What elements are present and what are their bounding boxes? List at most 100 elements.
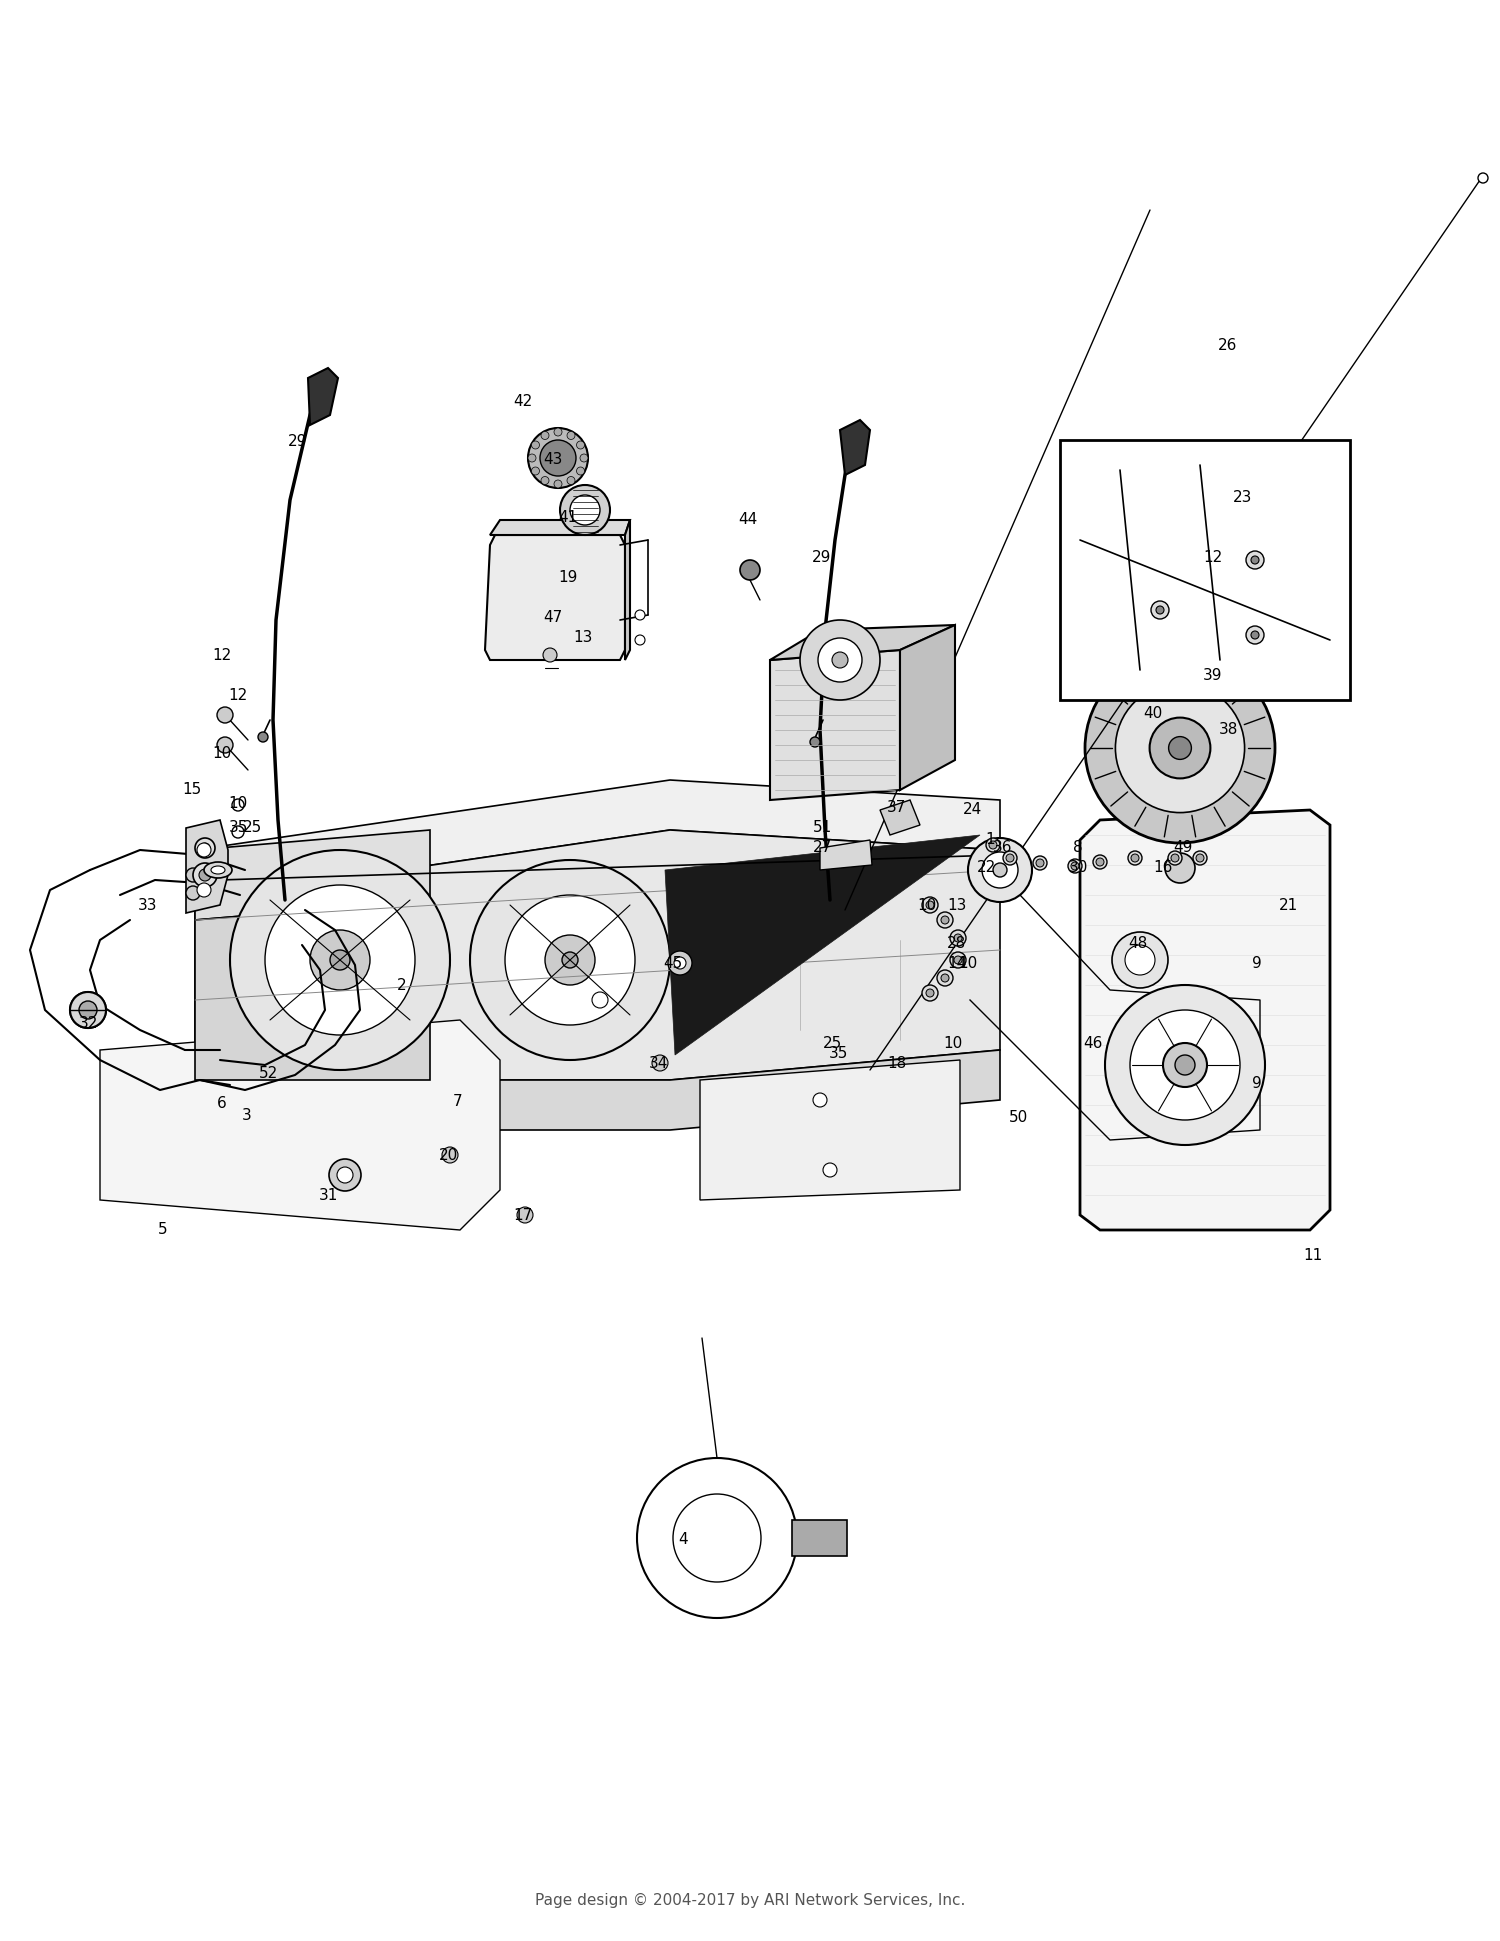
Circle shape	[1150, 602, 1168, 619]
Polygon shape	[840, 419, 870, 476]
Circle shape	[544, 936, 596, 984]
Polygon shape	[195, 780, 1000, 901]
Circle shape	[217, 707, 232, 722]
Circle shape	[567, 477, 574, 485]
Circle shape	[542, 431, 549, 439]
Text: 52: 52	[258, 1066, 278, 1081]
Text: 20: 20	[438, 1147, 458, 1163]
Circle shape	[554, 429, 562, 437]
Text: 43: 43	[543, 452, 562, 468]
Circle shape	[1007, 854, 1014, 862]
Circle shape	[1246, 551, 1264, 569]
Circle shape	[950, 930, 966, 945]
Text: 17: 17	[513, 1207, 532, 1223]
Circle shape	[1156, 606, 1164, 613]
Text: 23: 23	[1233, 491, 1252, 505]
Text: 12: 12	[213, 648, 231, 662]
Circle shape	[543, 648, 556, 662]
Circle shape	[442, 1147, 458, 1163]
Circle shape	[986, 839, 1000, 852]
Circle shape	[634, 609, 645, 619]
Circle shape	[338, 1167, 352, 1182]
Polygon shape	[770, 650, 900, 800]
Text: 50: 50	[1008, 1110, 1028, 1126]
Circle shape	[232, 827, 244, 839]
Circle shape	[1192, 850, 1208, 866]
Circle shape	[80, 1002, 98, 1019]
Circle shape	[328, 1159, 362, 1192]
Circle shape	[1149, 718, 1210, 778]
Text: 29: 29	[288, 435, 308, 450]
Polygon shape	[186, 819, 228, 912]
Polygon shape	[792, 1520, 847, 1557]
Text: 24: 24	[963, 802, 981, 817]
Circle shape	[196, 883, 211, 897]
Text: 31: 31	[318, 1188, 338, 1203]
Text: 12: 12	[1203, 551, 1222, 565]
Text: 33: 33	[138, 897, 158, 912]
Circle shape	[813, 1093, 826, 1106]
Text: 10: 10	[944, 1035, 963, 1050]
Text: 16: 16	[1154, 860, 1173, 875]
Polygon shape	[484, 536, 626, 660]
Text: 21: 21	[1278, 897, 1298, 912]
Text: 2: 2	[398, 978, 406, 992]
Circle shape	[824, 1163, 837, 1176]
Circle shape	[833, 652, 848, 668]
Text: 13: 13	[573, 629, 592, 644]
Text: 26: 26	[1218, 338, 1237, 353]
Text: 13: 13	[948, 897, 966, 912]
Circle shape	[674, 957, 686, 969]
Ellipse shape	[211, 866, 225, 873]
Circle shape	[993, 864, 1006, 877]
Text: 46: 46	[1083, 1035, 1102, 1050]
Circle shape	[1068, 860, 1082, 873]
Polygon shape	[700, 1060, 960, 1200]
Circle shape	[1478, 173, 1488, 182]
Bar	[1060, 441, 1350, 701]
Circle shape	[940, 916, 950, 924]
Polygon shape	[770, 625, 956, 660]
Polygon shape	[900, 625, 956, 790]
Text: 41: 41	[558, 510, 578, 526]
Circle shape	[1036, 860, 1044, 868]
Text: 42: 42	[513, 394, 532, 410]
Text: 5: 5	[158, 1223, 168, 1238]
Text: 25: 25	[243, 821, 261, 835]
Circle shape	[1112, 932, 1168, 988]
Text: 47: 47	[543, 609, 562, 625]
Text: 19: 19	[558, 571, 578, 586]
Circle shape	[810, 738, 820, 747]
Polygon shape	[195, 901, 430, 1079]
Circle shape	[70, 992, 106, 1029]
Circle shape	[570, 495, 600, 524]
Circle shape	[470, 860, 670, 1060]
Circle shape	[1174, 1056, 1196, 1075]
Circle shape	[266, 885, 416, 1035]
Circle shape	[70, 992, 106, 1029]
Circle shape	[592, 992, 608, 1007]
Circle shape	[1251, 555, 1258, 565]
Text: 34: 34	[648, 1056, 668, 1071]
Circle shape	[968, 839, 1032, 903]
Text: 30: 30	[1068, 860, 1088, 875]
Circle shape	[540, 441, 576, 476]
Circle shape	[542, 477, 549, 485]
Circle shape	[1071, 862, 1078, 870]
Circle shape	[330, 949, 350, 970]
Circle shape	[194, 864, 217, 887]
Polygon shape	[195, 831, 1000, 1079]
Text: 49: 49	[1173, 840, 1192, 856]
Circle shape	[186, 868, 200, 881]
Circle shape	[310, 930, 370, 990]
Circle shape	[938, 912, 952, 928]
Text: 39: 39	[1203, 668, 1222, 683]
Text: 29: 29	[813, 551, 831, 565]
Circle shape	[1162, 1042, 1208, 1087]
Text: 32: 32	[78, 1015, 98, 1031]
Circle shape	[1106, 984, 1264, 1145]
Polygon shape	[821, 840, 872, 870]
Circle shape	[580, 454, 588, 462]
Circle shape	[1168, 736, 1191, 759]
Text: 35: 35	[828, 1046, 848, 1060]
